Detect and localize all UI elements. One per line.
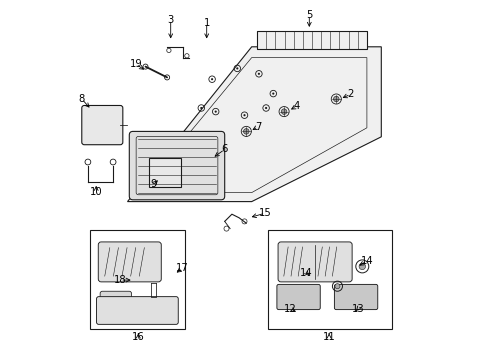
Text: 1: 1 [203,18,209,28]
Text: 8: 8 [79,94,85,104]
Text: 7: 7 [254,122,261,132]
FancyBboxPatch shape [129,131,224,200]
Bar [267,230,391,329]
Bar [89,230,185,329]
Circle shape [333,96,338,102]
Circle shape [243,114,245,116]
Text: 11: 11 [322,332,335,342]
Text: 4: 4 [293,101,299,111]
Circle shape [211,78,213,80]
FancyBboxPatch shape [276,284,320,310]
Text: 15: 15 [259,208,271,218]
Text: 19: 19 [129,59,142,69]
Text: 9: 9 [150,179,157,189]
Polygon shape [257,31,366,49]
Circle shape [358,263,365,270]
Circle shape [334,284,339,289]
Text: 5: 5 [305,10,312,20]
FancyBboxPatch shape [98,242,161,282]
FancyBboxPatch shape [334,284,377,310]
Text: 17: 17 [176,263,188,273]
Circle shape [214,111,216,113]
Text: 14: 14 [360,256,372,266]
Text: 10: 10 [90,187,102,197]
Text: 2: 2 [347,89,353,99]
Circle shape [272,93,274,95]
Text: 6: 6 [221,144,227,154]
Text: 14: 14 [300,268,312,278]
FancyBboxPatch shape [278,242,351,282]
FancyBboxPatch shape [81,105,122,145]
FancyBboxPatch shape [96,297,178,324]
Text: 13: 13 [351,304,364,314]
Text: 3: 3 [167,15,173,25]
Bar [149,158,181,187]
Text: 16: 16 [132,332,144,342]
Circle shape [257,73,260,75]
Circle shape [281,109,286,114]
Circle shape [236,67,238,69]
Circle shape [200,107,202,109]
FancyBboxPatch shape [100,291,131,307]
Circle shape [243,129,248,134]
Text: 18: 18 [114,275,126,285]
Polygon shape [127,47,381,202]
Circle shape [264,107,266,109]
Text: 12: 12 [284,304,296,314]
